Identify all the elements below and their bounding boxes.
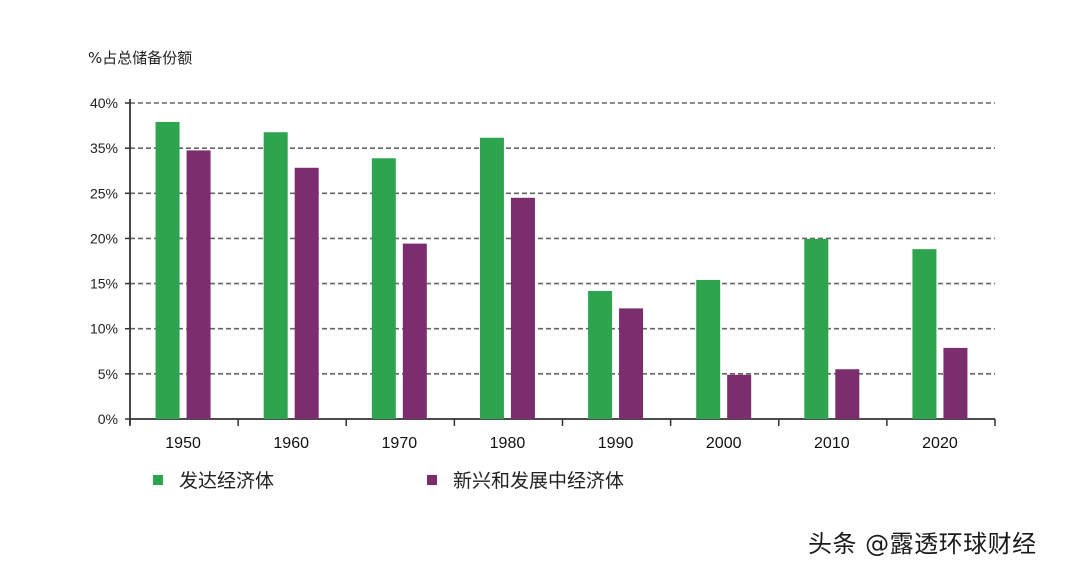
bar-developed-2010 [804, 238, 829, 419]
bar-emerging-2020 [943, 347, 968, 419]
y-tick-label: 10% [90, 321, 118, 337]
x-tick-label: 2020 [922, 435, 958, 452]
y-tick-label: 35% [90, 140, 118, 156]
x-tick-label: 2000 [706, 435, 742, 452]
bar-developed-2020 [912, 249, 937, 419]
bar-emerging-1960 [294, 167, 319, 419]
y-tick-label: 20% [90, 230, 118, 246]
bar-developed-1980 [479, 137, 504, 419]
y-tick-label: 5% [98, 366, 118, 382]
bar-emerging-1950 [186, 150, 211, 419]
bar-developed-1970 [371, 158, 396, 420]
bar-emerging-2010 [835, 369, 860, 419]
bar-developed-1950 [155, 121, 180, 420]
legend-label-developed: 发达经济体 [179, 470, 275, 492]
legend-item-developed: 发达经济体 [153, 466, 274, 493]
bar-developed-1990 [588, 291, 613, 419]
y-tick-label: 15% [90, 276, 118, 292]
watermark: 头条 @露透环球财经 [808, 530, 1037, 558]
legend-swatch-emerging [427, 474, 437, 485]
x-tick-label: 1970 [382, 435, 418, 452]
y-tick-label: 40% [90, 95, 118, 111]
x-tick-label: 1960 [273, 435, 309, 452]
legend-item-emerging: 新兴和发展中经济体 [427, 466, 624, 493]
legend-swatch-developed [153, 474, 163, 485]
bar-emerging-1990 [619, 308, 644, 419]
x-tick-label: 2010 [814, 435, 850, 452]
y-axis-title: %占总储备份额 [88, 49, 193, 67]
x-tick-label: 1990 [598, 435, 634, 452]
bar-emerging-1980 [510, 197, 535, 419]
bar-emerging-1970 [402, 243, 427, 419]
y-tick-label: 25% [90, 185, 118, 201]
bar-developed-2000 [696, 279, 721, 419]
x-tick-label: 1980 [490, 435, 526, 452]
bar-emerging-2000 [727, 374, 752, 419]
y-tick-label: 0% [98, 411, 118, 427]
x-tick-label: 1950 [165, 435, 201, 452]
bar-developed-1960 [263, 132, 288, 420]
legend-label-emerging: 新兴和发展中经济体 [453, 470, 625, 492]
